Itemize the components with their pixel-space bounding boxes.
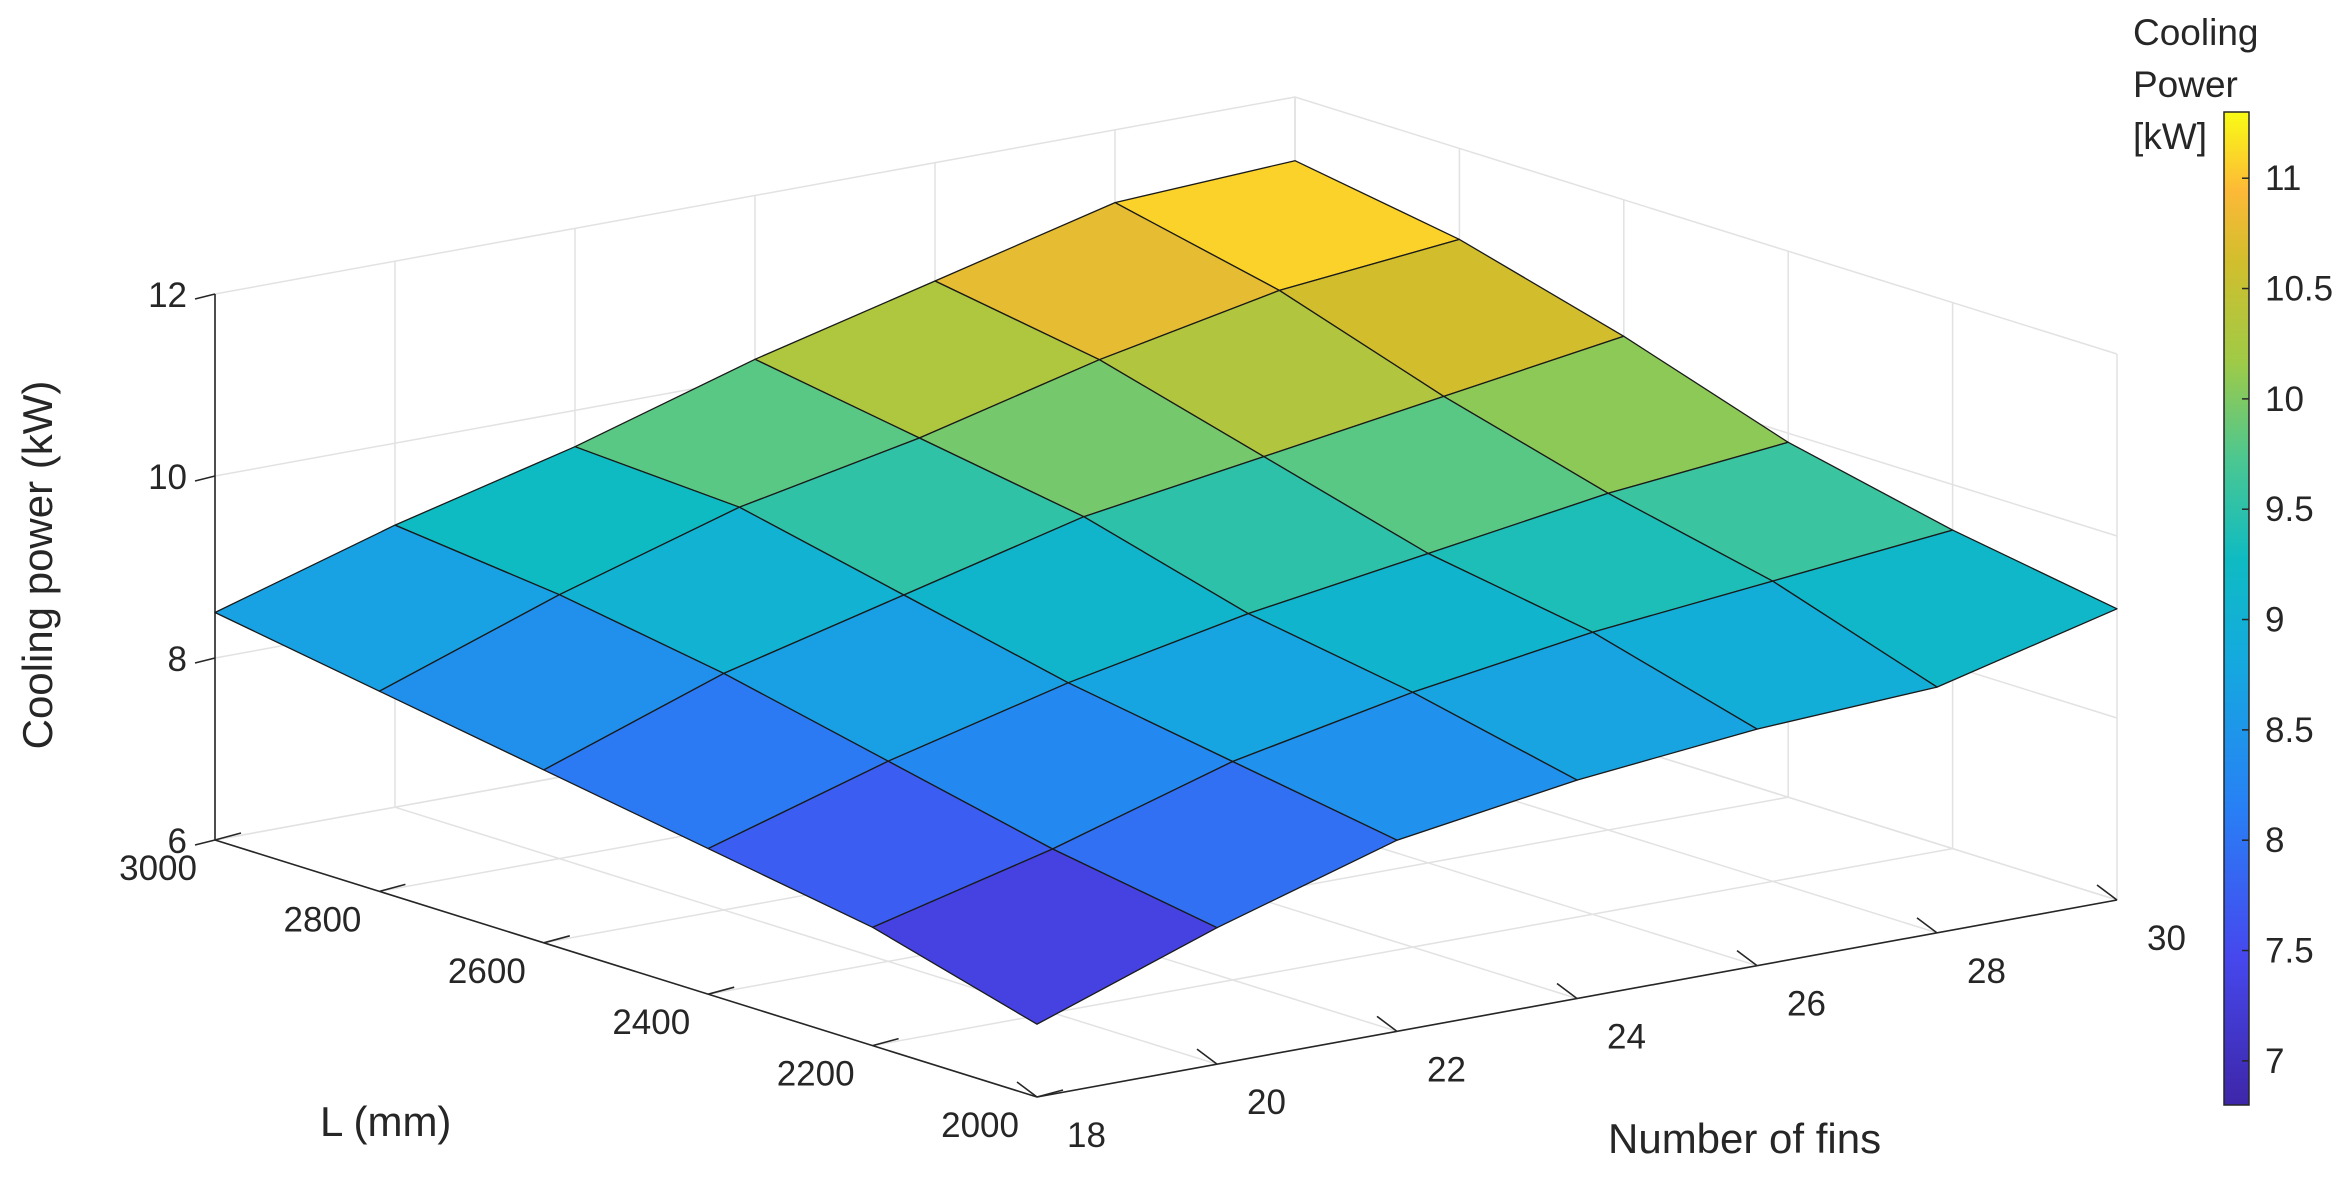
x-tick-mark [2096,884,2118,901]
z-tick-mark [194,839,216,846]
y-tick-label: 2600 [448,952,526,991]
z-tick-label: 10 [148,458,187,497]
colorbar-tick-label: 8.5 [2265,711,2314,750]
z-tick-mark [194,657,216,664]
grid-line-y [872,302,1954,1047]
y-tick-mark [379,883,406,893]
x-tick-mark [1736,950,1758,967]
x-tick-label: 28 [1967,952,2006,991]
z-axis-label: Cooling power (kW) [14,381,61,750]
colorbar-title: [kW] [2133,116,2207,157]
y-tick-mark [872,1037,899,1047]
y-tick-mark [707,986,735,995]
colorbar-tick-label: 8 [2265,821,2284,860]
y-tick-label: 3000 [119,849,197,888]
colorbar: 7 7.5 8 8.5 9 9.5 10 10.5 11 Cooling Power [kW] [2133,12,2333,1106]
colorbar-tick-label: 10 [2265,380,2304,419]
colorbar-tick-label: 9 [2265,601,2284,640]
z-tick-mark [194,475,216,482]
colorbar-title: Cooling [2133,12,2258,53]
y-axis-line [214,839,1038,1098]
y-axis-label: L (mm) [320,1098,451,1145]
x-tick-mark [1916,917,1938,934]
y-tick-label: 2200 [777,1055,855,1094]
y-tick-mark [543,935,571,944]
x-tick-mark [1016,1081,1038,1098]
y-tick-mark [1036,1089,1064,1098]
colorbar-tick-label: 7 [2265,1042,2284,1081]
y-tick-label: 2400 [612,1003,690,1042]
x-tick-mark [1376,1015,1398,1032]
z-tick-label: 6 [168,822,187,861]
surface-patch [871,848,1218,1025]
x-tick-mark [1196,1048,1218,1065]
x-tick-label: 18 [1067,1116,1106,1155]
y-tick-label: 2800 [284,900,362,939]
x-tick-label: 24 [1607,1018,1646,1057]
z-tick-label: 8 [168,640,187,679]
y-tick-mark [214,832,242,841]
colorbar-tick-label: 7.5 [2265,932,2314,971]
x-tick-mark [1556,982,1578,1000]
x-tick-label: 30 [2147,919,2186,958]
y-tick-label: 2000 [941,1106,1019,1145]
x-tick-label: 20 [1247,1083,1286,1122]
colorbar-title: Power [2133,64,2238,105]
z-tick-label: 12 [148,276,187,315]
x-tick-label: 26 [1787,985,1826,1024]
z-tick-mark [194,293,216,300]
colorbar-tick-label: 9.5 [2265,490,2314,529]
colorbar-gradient [2223,111,2250,1106]
x-axis-label: Number of fins [1608,1115,1881,1162]
colorbar-tick-label: 11 [2265,159,2301,198]
x-tick-label: 22 [1427,1050,1466,1089]
surface-plot [214,160,2118,1025]
colorbar-tick-label: 10.5 [2265,270,2333,309]
